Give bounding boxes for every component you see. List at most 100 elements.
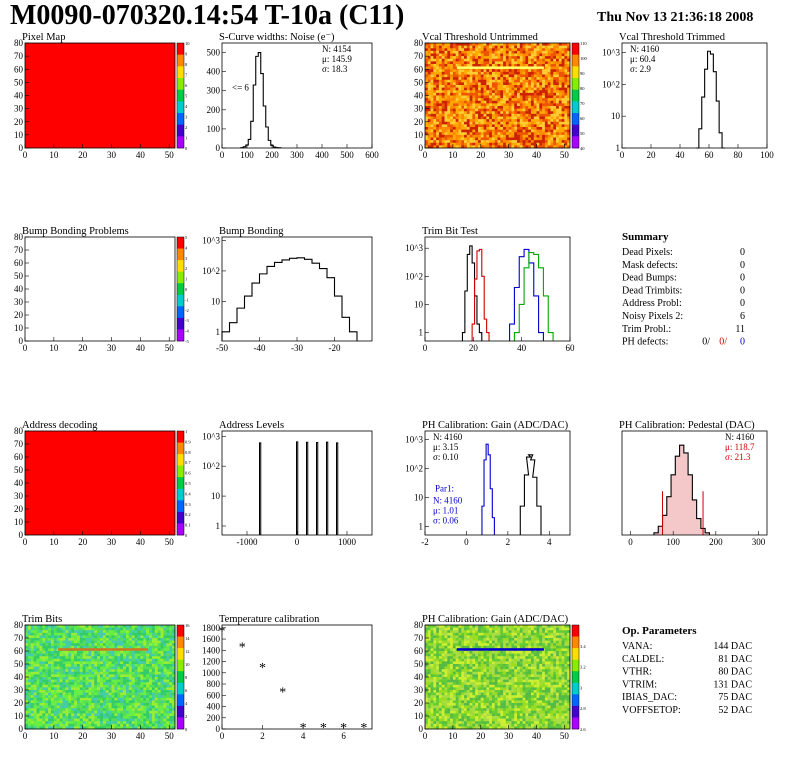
ph-gain-map-cell xyxy=(425,630,429,634)
trim-bits-cell xyxy=(48,643,52,647)
vcal-untrimmed-cell xyxy=(494,82,498,86)
vcal-untrimmed-cell xyxy=(466,69,470,73)
vcal-untrimmed-cell xyxy=(497,111,501,115)
trim-bits-cell xyxy=(74,684,78,688)
vcal-untrimmed-cell xyxy=(441,132,445,136)
ph-gain-map-cell xyxy=(436,718,440,722)
vcal-untrimmed-cell xyxy=(553,69,557,73)
trim-bits-cell xyxy=(151,671,156,675)
trim-bits-cell xyxy=(157,625,161,628)
trim-bits-cell xyxy=(25,666,29,670)
ph-gain-map-cell xyxy=(436,677,440,680)
trim-bits-cell xyxy=(45,640,49,644)
trim-bits-cell xyxy=(97,674,101,678)
vcal-untrimmed-cell xyxy=(430,79,434,83)
trim-bits-cell xyxy=(149,687,153,691)
trim-bits-cell xyxy=(108,635,112,639)
vcal-untrimmed-cell xyxy=(425,121,429,125)
trim-bits-cell xyxy=(36,682,40,686)
trim-bits-colorbar-tick: 10 xyxy=(185,662,190,667)
trim-bits-cell xyxy=(91,690,95,693)
vcal-untrimmed-cell xyxy=(489,142,493,146)
vcal-untrimmed-cell xyxy=(430,92,434,96)
vcal-untrimmed-cell xyxy=(508,85,512,88)
vcal-untrimmed-cell xyxy=(542,87,546,91)
vcal-untrimmed-cell xyxy=(433,111,437,115)
vcal-untrimmed-cell xyxy=(511,129,515,133)
trim-bits-cell xyxy=(102,640,107,644)
trim-bits-cell xyxy=(97,666,101,670)
trim-bits-cell xyxy=(172,653,176,657)
vcal-untrimmed-cell xyxy=(505,121,509,125)
vcal-untrimmed-cell xyxy=(533,116,537,120)
vcal-untrimmed-cell xyxy=(447,98,451,102)
trim-bits-cell xyxy=(88,658,92,662)
vcal-untrimmed-cell xyxy=(491,100,496,104)
vcal-untrimmed-cell xyxy=(550,111,554,115)
trim-bits-cell xyxy=(25,695,29,699)
vcal-untrimmed-cell xyxy=(544,56,548,60)
trim-bits-cell xyxy=(71,703,75,706)
trim-bits-cell xyxy=(76,700,81,704)
trim-bits-cell xyxy=(50,656,55,660)
trim-bits-cell xyxy=(160,664,164,667)
vcal-untrimmed-cell xyxy=(539,56,543,60)
ph-gain-map-cell xyxy=(441,677,445,680)
ph-gain-map-cell xyxy=(425,635,429,639)
trim-bits-cell xyxy=(131,716,135,719)
trim-bits-cell xyxy=(27,627,32,631)
vcal-untrimmed-cell xyxy=(556,79,560,83)
vcal-untrimmed-cell xyxy=(561,98,565,102)
ph-gain-map-cell xyxy=(444,638,448,641)
vcal-untrimmed-cell xyxy=(477,90,482,94)
vcal-untrimmed-cell xyxy=(536,58,540,62)
vcal-untrimmed-cell xyxy=(427,53,431,57)
trim-bits-cell xyxy=(33,695,37,699)
ph-gain-map-cell xyxy=(427,635,431,639)
trim-bits-cell xyxy=(27,723,32,727)
vcal-untrimmed-cell xyxy=(489,82,493,86)
address-levels-spike xyxy=(296,441,299,535)
ph-gain-map-cell xyxy=(433,635,437,639)
trim-bits-cell xyxy=(39,700,43,704)
ph-gain-map-cell xyxy=(436,643,440,647)
trim-bits-cell xyxy=(71,632,75,636)
trim-bits-cell xyxy=(131,658,135,662)
trim-bits-cell xyxy=(108,716,112,719)
trim-bits-cell xyxy=(114,638,118,641)
trim-bits-cell xyxy=(149,627,153,631)
vcal-untrimmed-cell xyxy=(542,142,546,146)
vcal-untrimmed-xtick-label: 20 xyxy=(476,150,486,160)
trim-bits-cell xyxy=(108,627,112,631)
ph-gain-map-cell xyxy=(444,700,448,704)
vcal-untrimmed-ytick-label: 50 xyxy=(414,77,424,87)
trim-bits-cell xyxy=(172,708,176,712)
vcal-untrimmed-cell xyxy=(530,50,535,54)
trim-bits-cell xyxy=(33,656,37,660)
pixel-map-ytick-label: 20 xyxy=(14,117,24,127)
trim-bits-colorbar-band xyxy=(177,682,184,695)
address-decoding-ytick-label: 70 xyxy=(14,439,24,449)
trim-bits-cell xyxy=(154,661,158,665)
vcal-untrimmed-cell xyxy=(536,145,540,149)
vcal-untrimmed-cell xyxy=(438,77,443,81)
vcal-untrimmed-cell xyxy=(458,90,462,94)
vcal-untrimmed-cell xyxy=(525,82,529,86)
vcal-untrimmed-cell xyxy=(503,85,507,88)
trim-bits-cell xyxy=(134,653,138,657)
vcal-untrimmed-cell xyxy=(464,100,468,104)
vcal-untrimmed-cell xyxy=(530,43,535,46)
vcal-untrimmed-cell xyxy=(542,58,546,62)
vcal-untrimmed-cell xyxy=(466,103,470,107)
vcal-untrimmed-cell xyxy=(452,108,456,112)
ph-gain-map-cell xyxy=(433,679,437,683)
vcal-untrimmed-cell xyxy=(447,106,451,109)
vcal-untrimmed-cell xyxy=(517,50,521,54)
trim-bits-cell xyxy=(137,679,141,683)
trim-bits-cell xyxy=(128,716,133,719)
vcal-untrimmed-cell xyxy=(500,85,504,88)
ph-gain-map-cell xyxy=(447,661,451,665)
vcal-untrimmed-cell xyxy=(500,61,504,65)
ph-gain-map-cell xyxy=(438,666,443,670)
vcal-untrimmed-cell xyxy=(522,129,526,133)
